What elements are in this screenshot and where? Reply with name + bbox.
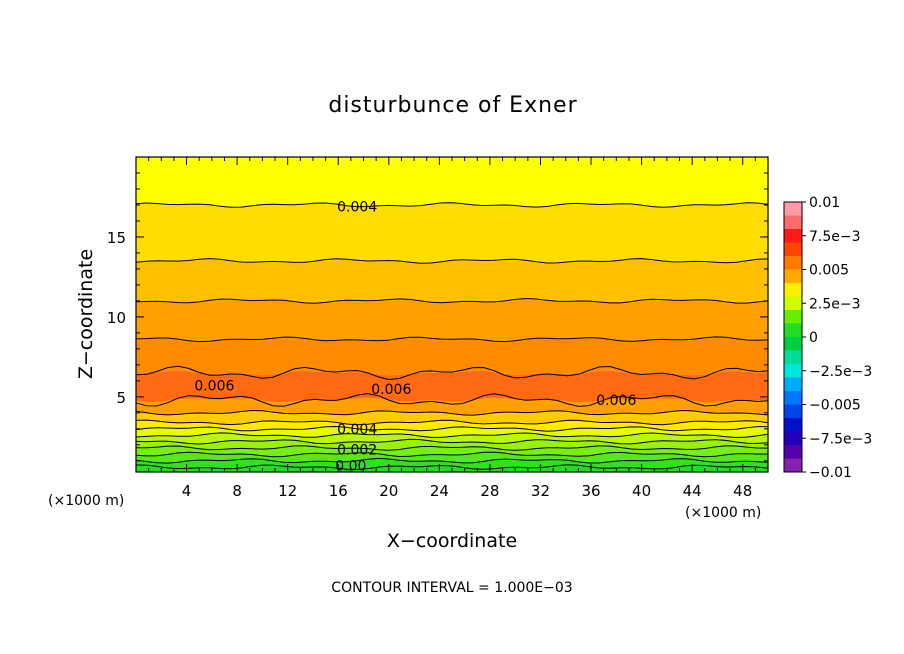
contour-label: 0.00 (335, 459, 366, 475)
contour-fill-bands (136, 157, 768, 472)
y-tick-label: 15 (107, 229, 126, 247)
x-tick-label: 16 (329, 482, 348, 500)
colorbar-tick-label: 2.5e−3 (809, 296, 861, 312)
y-axis-label: Z−coordinate (75, 249, 97, 379)
colorbar-swatch (784, 418, 802, 432)
contour-band (136, 439, 768, 451)
x-tick-label: 4 (182, 482, 192, 500)
colorbar-tick-label: −2.5e−3 (809, 364, 872, 380)
colorbar-swatch (784, 283, 802, 297)
y-axis-ticks: 5 10 15 (107, 172, 768, 462)
x-tick-label: 28 (480, 482, 499, 500)
contour-line (135, 297, 769, 304)
contour-band (136, 370, 768, 403)
colorbar-swatch (784, 431, 802, 446)
colorbar-swatch (784, 229, 802, 243)
contour-line (135, 409, 769, 416)
x-tick-label: 48 (733, 482, 752, 500)
colorbar-tick-label: 7.5e−3 (809, 229, 861, 245)
contour-line (135, 419, 769, 426)
contour-line (135, 438, 769, 445)
x-unit-right: (×1000 m) (685, 505, 761, 521)
contour-line (135, 365, 769, 381)
colorbar-tick-label: 0 (809, 330, 818, 346)
contour-line (135, 393, 769, 407)
colorbar-tick-label: 0.005 (809, 263, 849, 279)
colorbar-swatch (784, 310, 802, 324)
colorbar-swatch (784, 202, 802, 216)
contour-band (136, 432, 768, 444)
contour-line (135, 425, 768, 432)
contour-lines (135, 202, 769, 471)
colorbar-tick-label: 0.01 (809, 195, 840, 211)
colorbar-swatch (784, 242, 802, 257)
x-tick-label: 32 (531, 482, 550, 500)
contour-band (136, 426, 768, 438)
x-tick-label: 40 (632, 482, 651, 500)
contour-label: 0.004 (337, 422, 377, 438)
colorbar (783, 201, 803, 473)
colorbar-swatch (784, 391, 802, 405)
colorbar-swatch (784, 296, 802, 311)
colorbar-swatch (784, 364, 802, 378)
x-tick-label: 44 (683, 482, 702, 500)
x-tick-label: 12 (278, 482, 297, 500)
contour-label: 0.006 (596, 393, 636, 409)
contour-line (135, 258, 769, 264)
x-tick-label: 20 (379, 482, 398, 500)
colorbar-swatch (784, 350, 802, 365)
x-axis-label: X−coordinate (387, 530, 517, 552)
chart-title: disturbunce of Exner (328, 93, 577, 118)
colorbar-swatch (784, 215, 802, 230)
colorbar-swatch (784, 256, 802, 270)
colorbar-swatch (784, 377, 802, 392)
contour-label: 0.002 (337, 443, 377, 459)
contour-label: 0.006 (194, 379, 234, 395)
contour-band (136, 157, 768, 208)
x-tick-label: 8 (232, 482, 242, 500)
colorbar-swatch (784, 323, 802, 338)
contour-line (135, 464, 769, 471)
contour-line (135, 451, 768, 458)
contour-line (135, 445, 769, 451)
contour-band (136, 397, 768, 416)
colorbar-swatch (784, 445, 802, 459)
x-axis-ticks: 4 8 12 16 20 24 28 32 36 40 44 48 (148, 157, 756, 500)
contour-band (136, 202, 768, 264)
colorbar-labels: 0.01 7.5e−3 0.005 2.5e−3 0 −2.5e−3 −0.005 −7.5e… (802, 195, 872, 481)
contour-line (135, 457, 769, 464)
contour-interval-note: CONTOUR INTERVAL = 1.000E−03 (331, 580, 572, 596)
y-tick-label: 10 (107, 309, 126, 327)
colorbar-swatch (784, 458, 802, 473)
contour-band (136, 336, 768, 376)
colorbar-swatch (784, 269, 802, 284)
contour-band (136, 452, 768, 464)
colorbar-tick-label: −7.5e−3 (809, 431, 872, 447)
x-tick-label: 24 (430, 482, 449, 500)
colorbar-tick-label: −0.005 (809, 398, 861, 414)
contour-line (135, 336, 769, 343)
x-unit-left: (×1000 m) (48, 493, 124, 509)
contour-label: 0.006 (371, 382, 411, 398)
contour-band (136, 258, 768, 304)
contour-band (136, 298, 768, 342)
contour-label: 0.004 (337, 200, 377, 216)
colorbar-swatch (784, 404, 802, 419)
contour-line (135, 432, 769, 439)
colorbar-swatch (784, 337, 802, 351)
colorbar-tick-label: −0.01 (809, 465, 852, 481)
y-tick-label: 5 (116, 389, 126, 407)
contour-line (135, 202, 769, 208)
contour-band (136, 445, 768, 457)
x-tick-label: 36 (581, 482, 600, 500)
